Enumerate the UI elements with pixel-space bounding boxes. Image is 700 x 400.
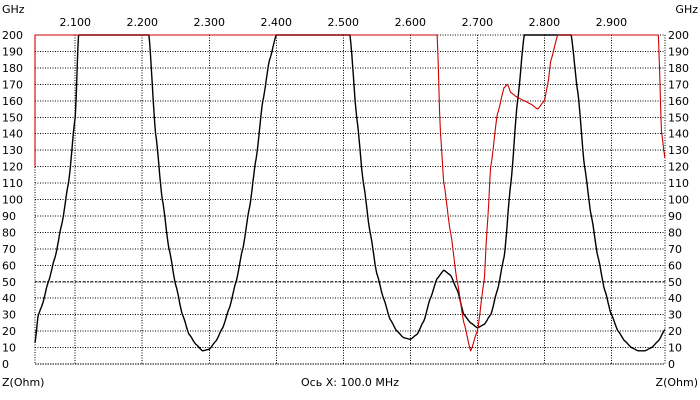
y-tick-right: 120 [668, 161, 689, 174]
y-tick-left: 180 [2, 62, 23, 75]
series-group [34, 34, 666, 352]
y-tick-right: 110 [668, 177, 689, 190]
header-right: GHz [675, 3, 698, 16]
x-tick-label: 2.900 [596, 16, 628, 29]
y-tick-left: 40 [2, 292, 16, 305]
y-tick-right: 70 [668, 243, 682, 256]
x-axis-caption: Ось X: 100.0 MHz [301, 376, 399, 389]
x-tick-label: 2.700 [462, 16, 494, 29]
y-tick-right: 90 [668, 210, 682, 223]
series-line-black [34, 34, 666, 352]
y-tick-right: 100 [668, 194, 689, 207]
y-tick-left: 30 [2, 309, 16, 322]
y-tick-right: 160 [668, 95, 689, 108]
series-line-red [34, 34, 666, 352]
y-tick-right: 80 [668, 226, 682, 239]
y-tick-left: 100 [2, 194, 23, 207]
y-tick-right: 20 [668, 325, 682, 338]
y-tick-left: 60 [2, 259, 16, 272]
y-tick-left: 110 [2, 177, 23, 190]
x-tick-label: 2.800 [529, 16, 561, 29]
y-tick-left: 120 [2, 161, 23, 174]
y-tick-left: 130 [2, 144, 23, 157]
y-tick-right: 130 [668, 144, 689, 157]
y-tick-left: 140 [2, 128, 23, 141]
y-left-unit: Z(Ohm) [2, 376, 44, 389]
y-tick-left: 0 [2, 358, 9, 371]
x-tick-label: 2.400 [261, 16, 293, 29]
y-tick-right: 10 [668, 342, 682, 355]
x-tick-label: 2.600 [395, 16, 427, 29]
x-tick-label: 2.200 [126, 16, 158, 29]
y-tick-left: 90 [2, 210, 16, 223]
y-tick-right: 150 [668, 111, 689, 124]
y-tick-left: 70 [2, 243, 16, 256]
y-tick-left: 80 [2, 226, 16, 239]
y-tick-left: 190 [2, 45, 23, 58]
y-tick-right: 50 [668, 276, 682, 289]
y-tick-right: 30 [668, 309, 682, 322]
y-tick-right: 180 [668, 62, 689, 75]
x-tick-label: 2.300 [194, 16, 226, 29]
y-right-unit: Z(Ohm) [656, 376, 698, 389]
y-tick-right: 190 [668, 45, 689, 58]
y-tick-left: 200 [2, 29, 23, 42]
y-tick-left: 20 [2, 325, 16, 338]
x-tick-label: 2.100 [59, 16, 91, 29]
y-tick-right: 170 [668, 78, 689, 91]
axis-labels: 0 0 10 10 20 20 30 30 40 40 50 50 60 60 70 70 80 80 90 90 10… [2, 16, 689, 371]
header-left: GHz [2, 3, 25, 16]
y-tick-right: 140 [668, 128, 689, 141]
y-tick-left: 170 [2, 78, 23, 91]
y-tick-left: 50 [2, 276, 16, 289]
y-tick-right: 200 [668, 29, 689, 42]
x-tick-label: 2.500 [328, 16, 360, 29]
y-tick-right: 40 [668, 292, 682, 305]
y-tick-left: 10 [2, 342, 16, 355]
y-tick-left: 160 [2, 95, 23, 108]
y-tick-right: 0 [668, 358, 675, 371]
y-tick-left: 150 [2, 111, 23, 124]
y-tick-right: 60 [668, 259, 682, 272]
